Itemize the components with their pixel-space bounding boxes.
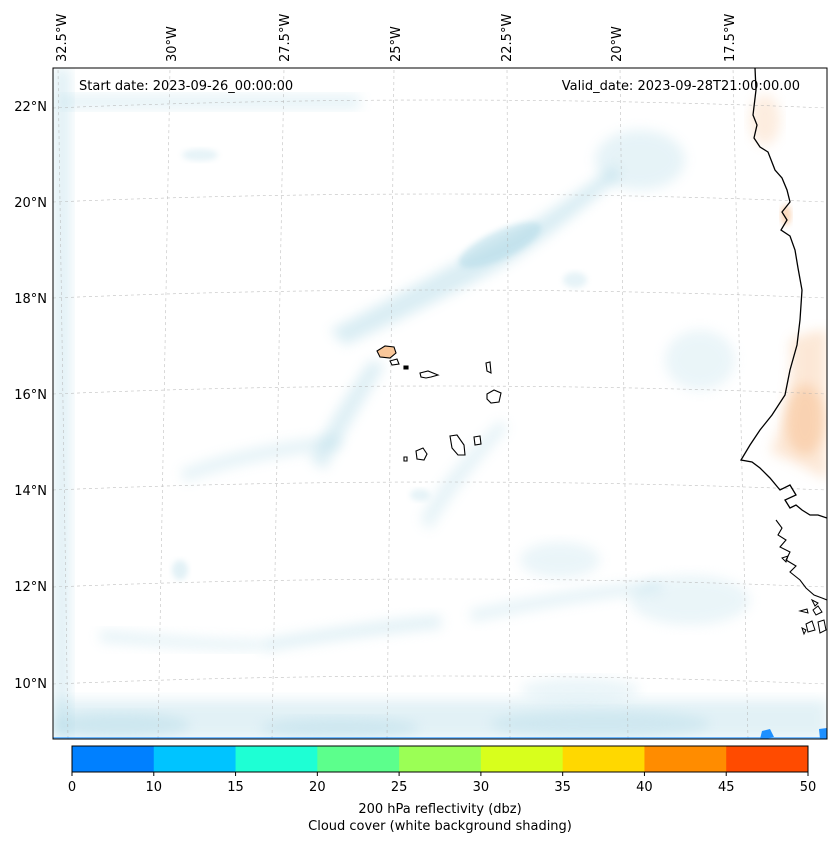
lat-label-20n: 20°N <box>14 196 47 211</box>
lon-label-27-5w: 27.5°W <box>278 14 293 62</box>
plot-border <box>52 67 828 740</box>
brava-island <box>403 456 408 462</box>
colorbar-label: 200 hPa reflectivity (dbz) <box>358 802 521 817</box>
colorbar-sublabel: Cloud cover (white background shading) <box>308 819 572 834</box>
sal-island <box>485 361 492 374</box>
lon-label-32-5w: 32.5°W <box>55 14 70 62</box>
colorbar-border <box>71 745 809 773</box>
lat-label-22n: 22°N <box>14 100 47 115</box>
colorbar-segment <box>72 746 155 772</box>
atlantic-coast-detail <box>781 555 819 607</box>
longitude-labels: 32.5°W 30°W 27.5°W 25°W 22.5°W 20°W 17.5… <box>55 14 738 62</box>
fogo-island <box>415 447 428 461</box>
bijagos-islands <box>798 605 827 636</box>
colorbar-tick-label: 0 <box>68 780 76 795</box>
colorbar-tick-label: 45 <box>718 780 735 795</box>
santa-luzia-island <box>403 365 409 370</box>
boa-vista-island <box>486 389 502 404</box>
lat-label-14n: 14°N <box>14 484 47 499</box>
colorbar-segment <box>399 746 482 772</box>
colorbar-tick-label: 20 <box>309 780 326 795</box>
sao-vicente-island <box>389 358 400 366</box>
colorbar-tick-label: 15 <box>227 780 244 795</box>
latitude-labels: 22°N 20°N 18°N 16°N 14°N 12°N 10°N <box>14 100 47 692</box>
colorbar-tick-label: 25 <box>391 780 408 795</box>
start-date-label: Start date: 2023-09-26_00:00:00 <box>79 79 293 94</box>
sao-nicolau-island <box>419 370 440 379</box>
colorbar-segment <box>726 746 809 772</box>
colorbar-tick-label: 10 <box>146 780 163 795</box>
lon-label-25w: 25°W <box>389 26 404 62</box>
colorbar-tick-label: 30 <box>473 780 490 795</box>
colorbar-segment <box>235 746 318 772</box>
colorbar-tick-label: 40 <box>636 780 653 795</box>
santiago-island <box>449 434 466 456</box>
lon-label-17-5w: 17.5°W <box>723 14 738 62</box>
lat-label-12n: 12°N <box>14 580 47 595</box>
lon-label-30w: 30°W <box>165 26 180 62</box>
maio-island <box>473 435 482 446</box>
cape-verde-islands <box>376 345 502 462</box>
colorbar-segment <box>562 746 645 772</box>
colorbar-segment <box>317 746 400 772</box>
colorbar-segment <box>644 746 727 772</box>
guinea-bissau-coastline <box>775 519 827 601</box>
colorbar-ticks: 0 10 15 20 25 30 35 40 45 50 <box>68 772 816 795</box>
colorbar-segment <box>153 746 237 772</box>
cloud-cover-shading <box>53 68 827 739</box>
colorbar-segment <box>480 746 564 772</box>
lat-label-16n: 16°N <box>14 388 47 403</box>
colorbar: 0 10 15 20 25 30 35 40 45 50 200 hPa reflectivity… <box>68 745 816 834</box>
reflectivity-patches <box>53 728 827 739</box>
colorbar-tick-label: 50 <box>800 780 817 795</box>
lat-label-10n: 10°N <box>14 677 47 692</box>
lat-label-18n: 18°N <box>14 292 47 307</box>
lon-label-20w: 20°W <box>610 26 625 62</box>
colorbar-segments <box>72 746 809 772</box>
land-reflectivity-shading <box>750 95 827 480</box>
valid-date-label: Valid_date: 2023-09-28T21:00:00.00 <box>562 79 800 94</box>
lon-label-22-5w: 22.5°W <box>500 14 515 62</box>
graticule <box>53 68 827 739</box>
africa-coastline <box>739 68 827 519</box>
colorbar-tick-label: 35 <box>554 780 571 795</box>
santo-antao-island <box>376 345 397 359</box>
